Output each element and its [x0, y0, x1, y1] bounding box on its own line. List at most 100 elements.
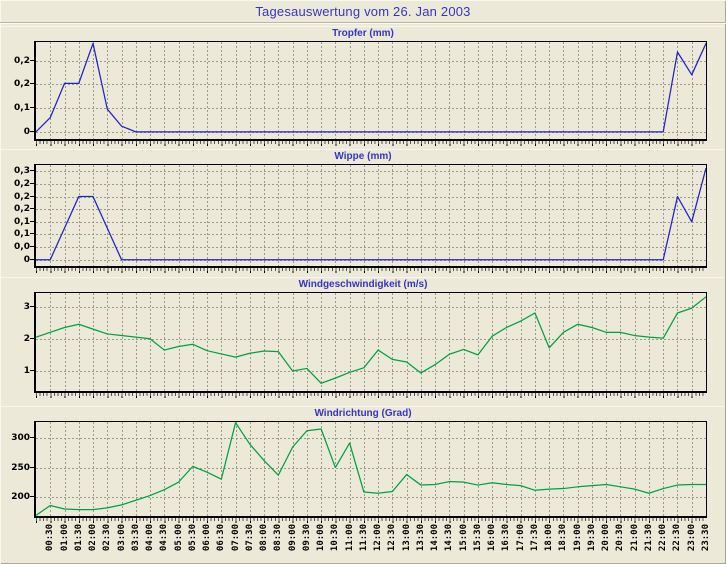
y-tick-mark: [30, 221, 34, 222]
line-chart-canvas: [36, 293, 706, 391]
x-tick-label: 01:30: [73, 524, 84, 552]
x-tick-label: 10:00: [316, 524, 327, 552]
y-tick-mark: [30, 246, 34, 247]
y-tick-mark: [30, 370, 34, 371]
y-tick-label: 0,1: [14, 103, 30, 114]
x-tick-label: 13:30: [415, 524, 426, 552]
y-tick-label: 0,1: [14, 229, 30, 240]
y-tick-mark: [30, 60, 34, 61]
x-tick-label: 05:30: [187, 524, 198, 552]
y-tick-mark: [30, 107, 34, 108]
x-tick-label: 06:30: [216, 524, 227, 552]
x-tick-label: 03:30: [130, 524, 141, 552]
x-tick-label: 00:30: [45, 524, 56, 552]
x-tick-label: 14:00: [430, 524, 441, 552]
y-tick-label: 0,2: [14, 191, 30, 202]
chart-panel-windgeschwindigkeit: Windgeschwindigkeit (m/s) 3 2 1: [1, 277, 725, 405]
x-tick-label: 12:00: [373, 524, 384, 552]
data-line-windrichtung: [36, 422, 706, 516]
x-tick-label: 08:00: [259, 524, 270, 552]
x-tick-label: 23:30: [701, 524, 711, 552]
chart-panel-windrichtung: Windrichtung (Grad) 300 250 200 00:30 01:00 0…: [1, 406, 725, 564]
x-tick-label: 17:30: [529, 524, 540, 552]
y-tick-label: 0,2: [14, 79, 30, 90]
y-tick-label: 0,2: [14, 204, 30, 215]
x-tick-label: 20:30: [615, 524, 626, 552]
x-tick-label: 18:30: [558, 524, 569, 552]
y-tick-label: 0,0: [14, 242, 30, 253]
x-tick-label: 12:30: [387, 524, 398, 552]
x-tick-label: 19:30: [586, 524, 597, 552]
y-tick-mark: [30, 437, 34, 438]
x-tick-label: 15:30: [472, 524, 483, 552]
y-tick-label: 1: [23, 366, 30, 376]
x-tick-label: 23:00: [686, 524, 697, 552]
y-tick-mark: [30, 208, 34, 209]
y-tick-mark: [30, 196, 34, 197]
y-tick-label: 0,1: [14, 216, 30, 227]
plot-area-windrichtung: [34, 421, 707, 518]
x-tick-label: 22:30: [672, 524, 683, 552]
x-tick-label: 22:00: [658, 524, 669, 552]
x-tick-label: 16:00: [487, 524, 498, 552]
x-tick-label: 13:00: [401, 524, 412, 552]
y-tick-mark: [30, 306, 34, 307]
y-tick-label: 0,2: [14, 178, 30, 189]
plot-area-tropfer: [34, 41, 707, 141]
y-tick-mark: [30, 338, 34, 339]
x-minor-tick-comb: [36, 393, 706, 396]
y-tick-mark: [30, 131, 34, 132]
x-tick-label: 15:00: [458, 524, 469, 552]
x-minor-tick-comb: [36, 268, 706, 271]
y-tick-mark: [30, 183, 34, 184]
y-tick-mark: [30, 496, 34, 497]
x-tick-label: 11:30: [358, 524, 369, 552]
plot-area-wippe: [34, 164, 707, 268]
x-tick-label: 09:00: [287, 524, 298, 552]
chart-title-tropfer: Tropfer (mm): [332, 28, 394, 39]
y-tick-mark: [30, 233, 34, 234]
x-tick-label: 11:00: [344, 524, 355, 552]
x-tick-label: 02:00: [88, 524, 99, 552]
y-tick-label: 300: [11, 433, 30, 444]
x-tick-label: 21:00: [629, 524, 640, 552]
page-title: Tagesauswertung vom 26. Jan 2003: [255, 3, 471, 19]
x-tick-label: 05:00: [173, 524, 184, 552]
y-tick-label: 250: [11, 462, 30, 473]
plot-area-windgeschwindigkeit: [34, 292, 707, 393]
y-tick-label: 2: [23, 333, 30, 344]
x-tick-label: 16:30: [501, 524, 512, 552]
x-tick-label: 04:00: [145, 524, 156, 552]
x-tick-label: 06:00: [202, 524, 213, 552]
x-tick-label: 18:00: [544, 524, 555, 552]
line-chart-canvas: [36, 165, 706, 266]
window-title-bar: Tagesauswertung vom 26. Jan 2003: [0, 0, 726, 23]
y-tick-mark: [30, 467, 34, 468]
x-tick-label: 07:30: [244, 524, 255, 552]
y-tick-mark: [30, 259, 34, 260]
data-line-windgeschwindigkeit: [36, 296, 706, 384]
y-tick-label: 3: [23, 301, 30, 312]
x-minor-tick-comb: [36, 518, 706, 521]
y-tick-label: 0,3: [14, 166, 30, 177]
line-chart-canvas: [36, 422, 706, 516]
x-tick-label: 14:30: [444, 524, 455, 552]
y-tick-mark: [30, 83, 34, 84]
x-tick-label: 10:30: [330, 524, 341, 552]
x-tick-label: 17:00: [515, 524, 526, 552]
chart-title-windrichtung: Windrichtung (Grad): [314, 408, 412, 419]
chart-title-windgeschwindigkeit: Windgeschwindigkeit (m/s): [298, 279, 428, 290]
x-tick-label: 02:30: [102, 524, 113, 552]
x-tick-label: 19:00: [572, 524, 583, 552]
y-tick-label: 200: [11, 491, 30, 502]
x-tick-label: 03:00: [116, 524, 127, 552]
x-tick-label: 01:00: [59, 524, 70, 552]
chart-panel-wippe: Wippe (mm) 0,3 0,2 0,2 0,2 0,1 0,1 0,0 0: [1, 149, 725, 276]
x-minor-tick-comb: [36, 141, 706, 144]
y-tick-label: 0,2: [14, 55, 30, 66]
y-tick-mark: [30, 170, 34, 171]
x-tick-label: 08:30: [273, 524, 284, 552]
chart-panel-tropfer: Tropfer (mm) 0,2 0,2 0,1 0: [1, 26, 725, 148]
x-tick-label: 09:30: [301, 524, 312, 552]
